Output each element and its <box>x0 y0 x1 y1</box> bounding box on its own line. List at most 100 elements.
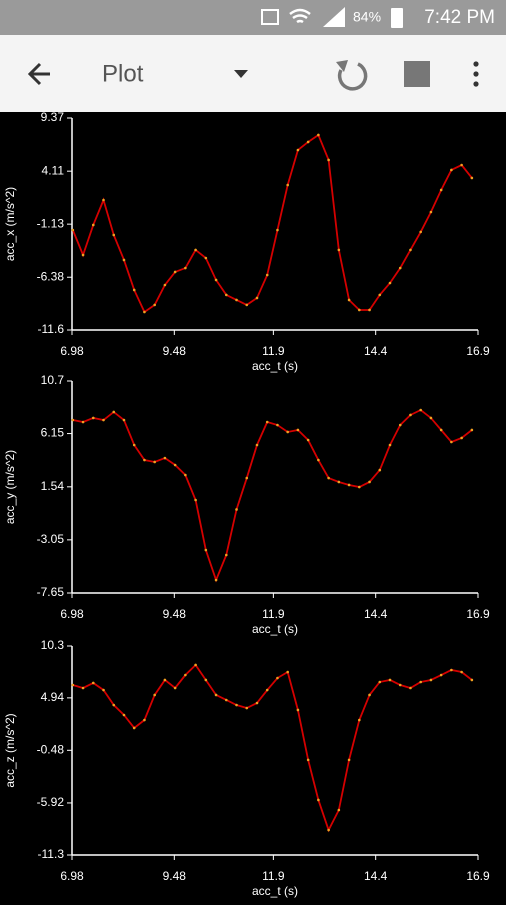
data-point <box>153 460 156 464</box>
data-point <box>112 703 116 707</box>
data-point <box>327 828 330 832</box>
data-point <box>102 418 105 422</box>
data-point <box>398 423 402 427</box>
data-point <box>184 473 187 477</box>
status-icons <box>261 7 403 28</box>
refresh-arrow <box>336 60 348 72</box>
x-tick-label: 6.98 <box>60 607 84 621</box>
data-point <box>194 248 197 252</box>
data-point <box>71 418 75 422</box>
data-point <box>143 310 146 314</box>
data-point <box>81 686 85 690</box>
data-point <box>143 458 146 462</box>
y-tick-label: -5.92 <box>37 795 65 809</box>
y-tick-label: -0.48 <box>37 742 65 756</box>
data-point <box>460 163 463 167</box>
data-point <box>276 423 279 427</box>
data-point <box>91 223 95 227</box>
x-tick-label: 11.9 <box>262 869 285 883</box>
data-point <box>204 678 208 682</box>
x-axis-label: acc_t (s) <box>252 622 298 636</box>
data-point <box>235 703 238 707</box>
x-tick-label: 16.9 <box>466 869 490 883</box>
data-point <box>102 688 105 692</box>
x-axis-label: acc_t (s) <box>252 359 298 373</box>
battery-level: 84% <box>353 9 381 25</box>
data-point <box>255 443 259 447</box>
data-point <box>409 686 412 690</box>
data-point <box>409 413 412 417</box>
data-point <box>194 498 197 502</box>
data-point <box>214 578 218 582</box>
stop-button[interactable] <box>404 61 430 87</box>
app-bar <box>0 35 506 112</box>
y-tick-label: 9.37 <box>41 110 65 124</box>
data-point <box>163 283 167 287</box>
data-point <box>173 463 177 467</box>
y-tick-label: -11.6 <box>38 322 65 336</box>
data-point <box>91 681 95 685</box>
data-point <box>214 693 218 697</box>
data-point <box>347 483 351 487</box>
y-tick-label: 10.7 <box>41 373 65 387</box>
data-point <box>358 718 361 722</box>
data-point <box>286 183 289 187</box>
data-point <box>163 678 167 682</box>
data-point <box>184 673 187 677</box>
x-tick-label: 9.48 <box>163 344 187 358</box>
data-point <box>419 680 423 684</box>
y-axis-label: acc_x (m/s^2) <box>3 187 17 261</box>
data-point <box>378 680 382 684</box>
data-point <box>470 678 474 682</box>
data-point <box>306 140 310 144</box>
status-bar <box>0 0 506 35</box>
data-point <box>429 416 433 420</box>
data-point <box>255 701 259 705</box>
data-point <box>224 293 228 297</box>
data-point <box>81 253 85 257</box>
y-tick-label: -3.05 <box>37 532 65 546</box>
x-tick-label: 14.4 <box>364 869 388 883</box>
data-point <box>347 298 351 302</box>
data-point <box>224 698 228 702</box>
data-point <box>337 248 341 252</box>
data-point <box>398 683 402 687</box>
data-point <box>112 410 116 414</box>
data-point <box>317 458 320 462</box>
refresh-button[interactable] <box>337 62 368 91</box>
data-point <box>173 270 177 274</box>
data-point <box>306 758 310 762</box>
data-point <box>265 273 269 277</box>
data-point <box>368 308 371 312</box>
data-point <box>245 476 249 480</box>
data-point <box>296 428 300 432</box>
data-point <box>296 148 300 152</box>
data-point <box>368 480 371 484</box>
data-point <box>337 808 341 812</box>
data-point <box>327 158 330 162</box>
data-point <box>235 298 238 302</box>
data-line <box>72 408 473 583</box>
data-point <box>132 443 136 447</box>
x-tick-label: 9.48 <box>163 869 187 883</box>
data-point <box>358 485 361 489</box>
data-point <box>419 230 423 234</box>
data-line <box>71 133 473 314</box>
data-point <box>122 713 126 717</box>
x-axis-label: acc_t (s) <box>252 884 298 898</box>
y-tick-label: -7.65 <box>37 585 65 599</box>
data-point <box>122 418 126 422</box>
app-title[interactable]: Plot <box>102 60 144 87</box>
dropdown-arrow[interactable] <box>234 70 248 78</box>
y-tick-label: 6.15 <box>41 426 65 440</box>
data-point <box>317 133 320 137</box>
data-point <box>163 456 167 460</box>
menu-button[interactable] <box>473 61 479 87</box>
data-point <box>235 508 238 511</box>
x-tick-label: 16.9 <box>466 607 490 621</box>
data-point <box>132 288 136 292</box>
data-point <box>296 708 300 712</box>
back-button[interactable] <box>27 62 50 86</box>
